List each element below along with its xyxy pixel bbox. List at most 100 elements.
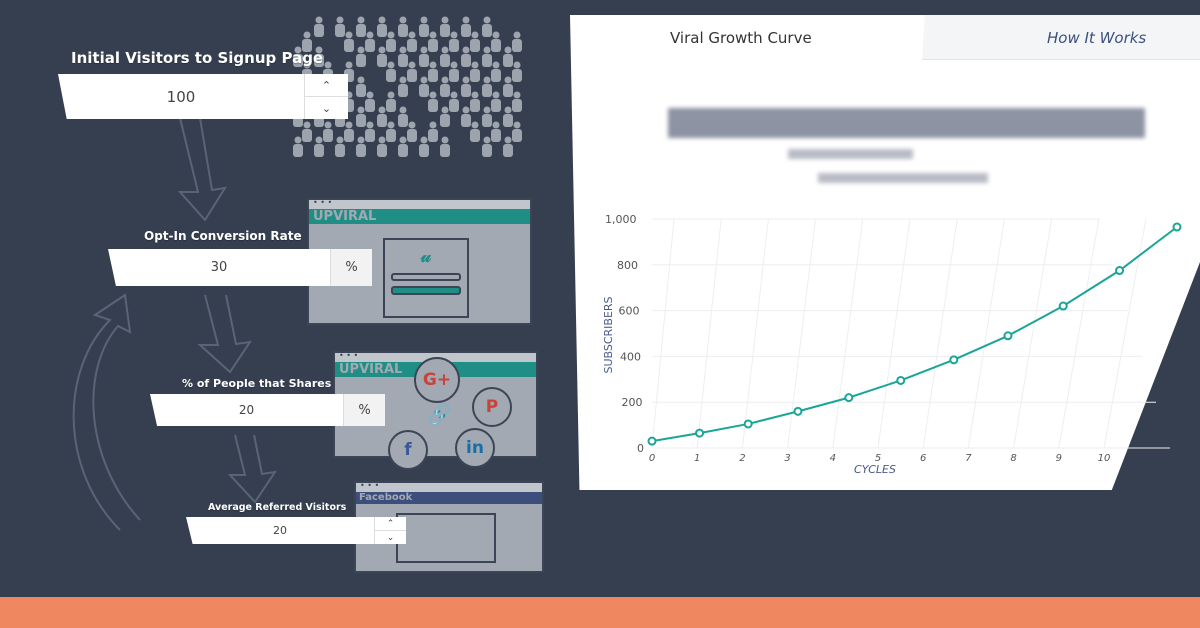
chevron-up-icon[interactable]: ⌃: [321, 78, 332, 92]
person-icon: [491, 91, 501, 112]
person-icon: [512, 31, 522, 52]
person-icon: [377, 16, 387, 37]
footer-bar: [0, 597, 1200, 628]
person-icon: [503, 46, 513, 67]
person-icon: [398, 76, 408, 97]
grid-line-vertical: [832, 218, 864, 449]
x-tick-label: 2: [739, 453, 745, 464]
referred-label: Average Referred Visitors: [208, 502, 347, 513]
person-icon: [512, 121, 522, 142]
grid-line-vertical: [651, 218, 675, 449]
data-point[interactable]: [1115, 266, 1125, 276]
person-icon: [470, 61, 480, 82]
data-point[interactable]: [743, 419, 753, 429]
person-icon: [449, 61, 459, 82]
person-icon: [314, 46, 324, 67]
shares-input[interactable]: 20 %: [150, 394, 385, 426]
x-tick-label: 8: [1010, 453, 1016, 464]
facebook-icon: f: [388, 430, 428, 470]
visitors-input[interactable]: 100 ⌃ ⌄: [58, 74, 348, 119]
person-icon: [377, 106, 387, 127]
shares-label: % of People that Shares: [182, 377, 332, 390]
person-icon: [419, 76, 429, 97]
chevron-down-icon[interactable]: ⌄: [375, 530, 406, 544]
grid-line-vertical: [787, 218, 817, 449]
shares-value[interactable]: 20: [238, 403, 255, 417]
y-tick-label: 800: [617, 259, 638, 272]
x-tick-label: 6: [920, 453, 926, 464]
person-icon: [314, 16, 324, 37]
person-icon: [470, 91, 480, 112]
data-point[interactable]: [647, 436, 657, 446]
person-icon: [365, 31, 375, 52]
person-icon: [419, 16, 429, 37]
person-icon: [356, 46, 366, 67]
x-tick-label: 3: [784, 453, 790, 464]
person-icon: [377, 136, 387, 157]
tab-how-it-works[interactable]: [922, 15, 1200, 60]
y-tick-label: 600: [619, 305, 640, 318]
grid-line-vertical: [741, 218, 769, 449]
google-plus-icon: G+: [414, 357, 460, 403]
person-icon: [428, 61, 438, 82]
person-icon: [440, 16, 450, 37]
person-icon: [449, 91, 459, 112]
person-icon: [461, 76, 471, 97]
tab-viral-growth-curve[interactable]: Viral Growth Curve: [670, 29, 812, 47]
data-point[interactable]: [1003, 331, 1013, 341]
person-icon: [386, 121, 396, 142]
person-icon: [491, 121, 501, 142]
x-tick-label: 7: [965, 453, 972, 464]
data-point[interactable]: [1172, 222, 1182, 232]
referred-stepper[interactable]: ⌃ ⌄: [374, 517, 406, 544]
person-icon: [482, 16, 492, 37]
person-icon: [503, 106, 513, 127]
visitors-value[interactable]: 100: [166, 87, 196, 106]
window-dots: • • •: [309, 199, 530, 209]
person-icon: [365, 121, 375, 142]
person-icon: [293, 136, 303, 157]
person-icon: [440, 76, 450, 97]
grid-line-vertical: [967, 218, 1005, 449]
person-icon: [365, 91, 375, 112]
grid-line-vertical: [1058, 218, 1100, 449]
data-point[interactable]: [1058, 301, 1068, 311]
visitors-stepper[interactable]: ⌃ ⌄: [304, 74, 348, 119]
person-icon: [482, 76, 492, 97]
person-icon: [503, 136, 513, 157]
data-point[interactable]: [695, 428, 705, 438]
grid-line-vertical: [877, 218, 911, 449]
person-icon: [461, 106, 471, 127]
referred-value[interactable]: 20: [273, 524, 287, 537]
person-icon: [398, 46, 408, 67]
data-point[interactable]: [949, 355, 959, 365]
x-tick-label: 0: [649, 453, 655, 464]
pixelated-subtitle: [818, 173, 988, 183]
person-icon: [344, 31, 354, 52]
x-tick-label: 10: [1098, 453, 1111, 464]
grid-line-vertical: [1103, 218, 1147, 449]
window-dots: • • •: [356, 482, 542, 492]
data-point[interactable]: [844, 393, 854, 403]
chevron-down-icon[interactable]: ⌄: [305, 96, 348, 119]
data-point[interactable]: [896, 375, 906, 385]
person-icon: [293, 46, 303, 67]
person-icon: [407, 31, 417, 52]
person-icon: [491, 31, 501, 52]
person-icon: [356, 136, 366, 157]
chart-panel: [570, 15, 1200, 490]
growth-line: [651, 226, 1178, 443]
person-icon: [428, 31, 438, 52]
person-icon: [428, 121, 438, 142]
person-icon: [470, 121, 480, 142]
optin-value[interactable]: 30: [210, 260, 228, 275]
person-icon: [428, 91, 438, 112]
person-icon: [335, 16, 345, 37]
referred-input[interactable]: 20 ⌃ ⌄: [186, 517, 406, 544]
person-icon: [302, 121, 312, 142]
grid-line-vertical: [696, 218, 722, 449]
data-point[interactable]: [793, 406, 803, 416]
optin-input[interactable]: 30 %: [108, 249, 372, 286]
chevron-up-icon[interactable]: ⌃: [386, 518, 395, 529]
tab-how-it-works-label[interactable]: How It Works: [1047, 29, 1147, 47]
